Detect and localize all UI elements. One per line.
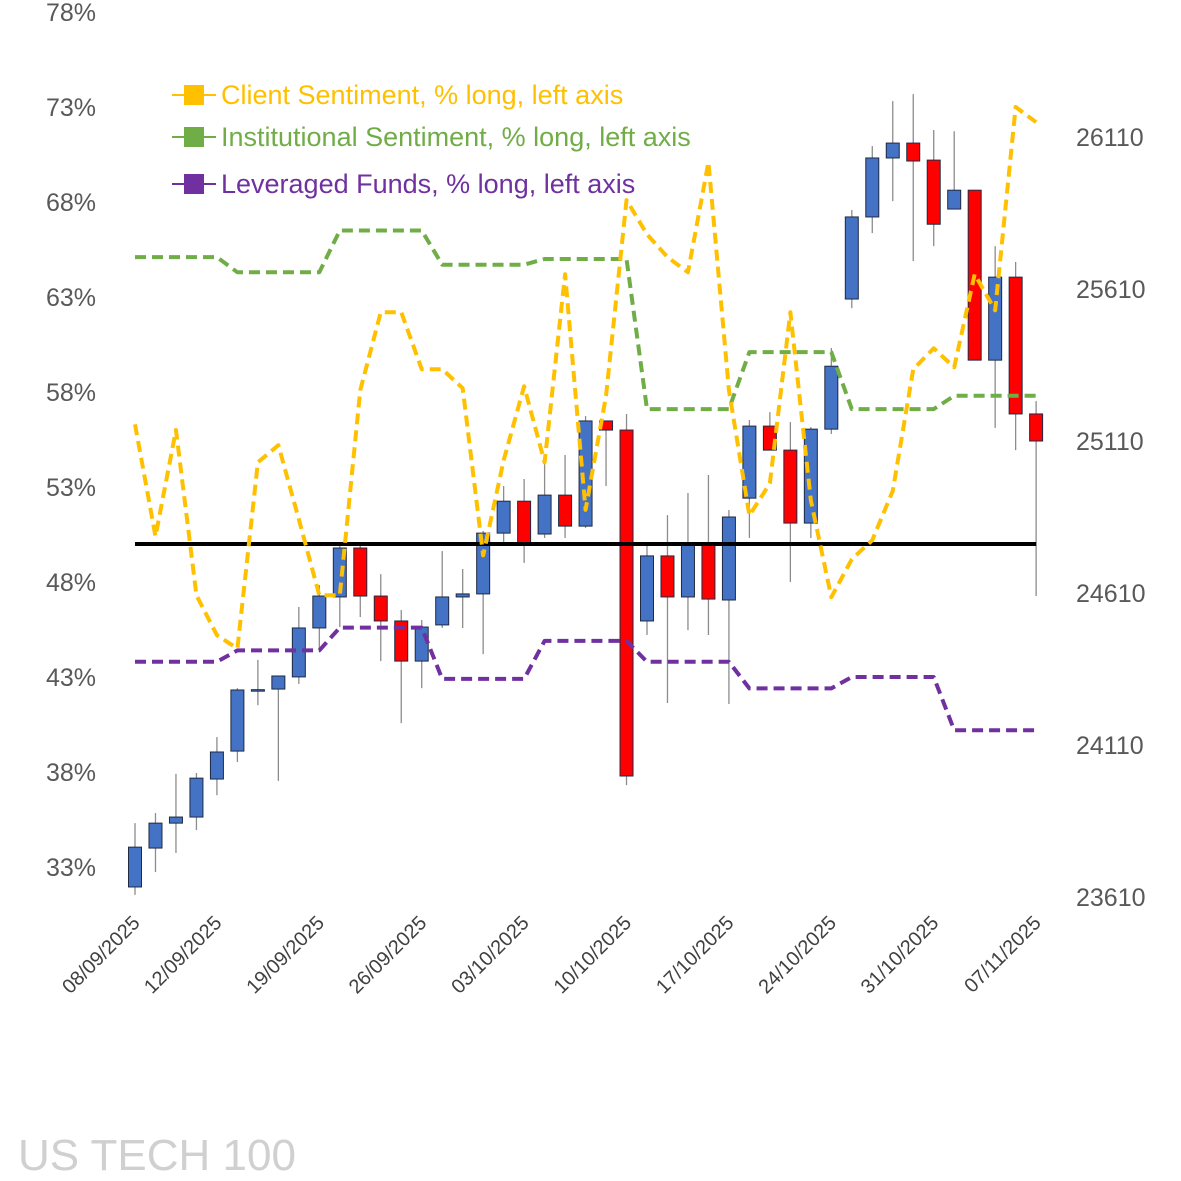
right-tick-label: 25610: [1076, 276, 1146, 304]
right-tick-label: 23610: [1076, 884, 1146, 912]
left-axis: 78% 73% 68% 63% 58% 53% 48% 43% 38% 33%: [46, 0, 96, 882]
left-tick-label: 63%: [46, 284, 96, 312]
legend-label: Leveraged Funds, % long, left axis: [221, 169, 635, 199]
candle-down: [373, 595, 388, 622]
candle-up: [988, 276, 1003, 361]
candle-down: [558, 494, 573, 527]
right-tick-label: 25110: [1076, 428, 1144, 456]
candle-up: [865, 157, 880, 218]
instrument-watermark: US TECH 100: [18, 1131, 296, 1180]
candle-down: [517, 500, 532, 546]
sentiment-lines: [133, 105, 1038, 733]
candle-up: [455, 593, 470, 598]
candle-up: [803, 428, 818, 524]
legend-swatch: [184, 174, 204, 194]
candle-down: [394, 620, 409, 662]
candle-down: [783, 449, 798, 524]
x-tick-label: 26/09/2025: [345, 912, 431, 998]
candle-down: [701, 544, 716, 600]
legend-label: Institutional Sentiment, % long, left ax…: [221, 122, 691, 152]
candle-up: [947, 189, 962, 210]
candle-up: [844, 216, 859, 300]
candle-up: [209, 751, 224, 780]
right-tick-label: 24610: [1076, 580, 1146, 608]
x-tick-label: 31/10/2025: [857, 912, 943, 998]
candle-up: [168, 816, 183, 824]
series-line-1: [135, 228, 1037, 412]
right-axis: 26110 25610 25110 24610 24110 23610: [1076, 124, 1146, 912]
series-line-2: [135, 625, 1037, 733]
left-tick-label: 33%: [46, 854, 96, 882]
candle-down: [353, 547, 368, 597]
candle-up: [824, 365, 839, 430]
candle-down: [1029, 413, 1044, 442]
right-tick-label: 24110: [1076, 732, 1144, 760]
candle-up: [496, 500, 511, 534]
candle-up: [312, 595, 327, 629]
x-tick-label: 24/10/2025: [755, 912, 841, 998]
candle-up: [435, 596, 450, 626]
left-tick-label: 78%: [46, 0, 96, 27]
candle-up: [721, 516, 736, 601]
x-tick-label: 08/09/2025: [58, 912, 144, 998]
candle-up: [742, 425, 757, 499]
candle-down: [619, 429, 634, 777]
candle-up: [271, 675, 286, 690]
candle-up: [291, 627, 306, 678]
x-tick-label: 19/09/2025: [243, 912, 329, 998]
candle-up: [537, 494, 552, 535]
candle-up: [885, 142, 900, 159]
x-tick-label: 12/09/2025: [140, 912, 226, 998]
legend-label: Client Sentiment, % long, left axis: [221, 80, 623, 110]
left-tick-label: 43%: [46, 664, 96, 692]
left-tick-label: 48%: [46, 569, 96, 597]
left-tick-label: 38%: [46, 759, 96, 787]
candle-up: [640, 555, 654, 622]
candle-down: [906, 142, 921, 162]
candle-up: [332, 547, 347, 598]
candle-down: [926, 159, 941, 225]
candle-up: [230, 689, 245, 752]
candle-up: [128, 846, 142, 888]
left-tick-label: 58%: [46, 379, 96, 407]
candle-up: [250, 689, 265, 692]
x-tick-label: 07/11/2025: [960, 912, 1045, 997]
legend: Client Sentiment, % long, left axis Insti…: [172, 80, 691, 199]
series-line-0: [133, 105, 1038, 651]
left-tick-label: 68%: [46, 189, 96, 217]
x-tick-label: 03/10/2025: [447, 912, 533, 998]
x-tick-label: 17/10/2025: [652, 912, 738, 998]
right-tick-label: 26110: [1076, 124, 1144, 152]
candle-down: [660, 555, 675, 598]
candle-up: [189, 777, 204, 818]
candle-up: [148, 822, 163, 849]
x-tick-label: 10/10/2025: [550, 912, 636, 998]
legend-swatch: [184, 85, 204, 105]
left-tick-label: 53%: [46, 474, 96, 502]
legend-swatch: [184, 127, 204, 147]
candle-up: [476, 532, 491, 595]
left-tick-label: 73%: [46, 94, 96, 122]
candles: [128, 94, 1044, 895]
candle-up: [680, 544, 695, 598]
candle-down: [1008, 276, 1023, 415]
